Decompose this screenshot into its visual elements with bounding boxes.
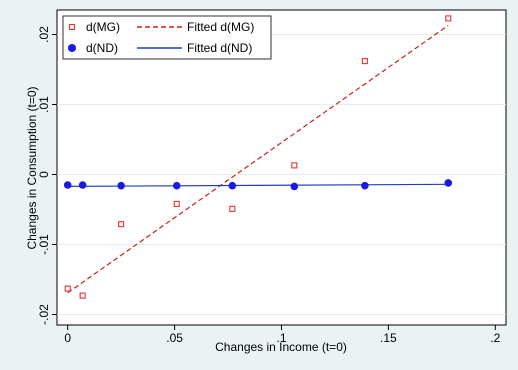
x-tick-label: .15: [380, 331, 397, 345]
y-tick-label: .01: [37, 96, 51, 113]
legend-label-fitted-mg: Fitted d(MG): [187, 20, 254, 34]
x-axis-title: Changes in Income (t=0): [215, 340, 347, 354]
y-axis-title: Changes in Consumption (t=0): [25, 86, 39, 249]
point-nd: [117, 181, 125, 190]
point-nd: [444, 179, 453, 187]
y-tick-label: 0: [37, 171, 51, 178]
legend-label-mg: d(MG): [86, 20, 120, 34]
point-mg: [361, 58, 368, 65]
point-nd: [228, 181, 237, 190]
point-mg: [118, 221, 125, 228]
y-tick-label: -.01: [37, 234, 51, 255]
plot-area: [56, 9, 507, 326]
point-nd: [63, 181, 72, 189]
x-tick-label: .2: [490, 331, 500, 345]
point-nd: [361, 181, 369, 190]
legend-box: [62, 15, 272, 60]
point-nd: [290, 182, 299, 191]
legend: d(MG) Fitted d(MG) d(ND) Fitted d(ND): [62, 15, 272, 60]
series-line-fitted-mg: [67, 24, 449, 294]
point-nd: [78, 181, 87, 189]
x-tick-label: .1: [276, 331, 286, 345]
point-mg: [64, 285, 71, 292]
chart-marks: [63, 15, 453, 299]
x-tick-label: .05: [166, 331, 183, 345]
point-mg: [79, 292, 86, 299]
series-line-fitted-nd: [67, 183, 449, 187]
legend-label-fitted-nd: Fitted d(ND): [187, 41, 252, 55]
point-mg: [173, 200, 180, 207]
y-tick-label: .02: [37, 26, 51, 43]
point-mg: [229, 205, 236, 212]
legend-marker-mg: [68, 23, 76, 31]
y-tick-label: -.02: [37, 304, 51, 325]
x-tick-label: 0: [64, 331, 71, 345]
legend-marker-nd: [68, 44, 76, 52]
legend-label-nd: d(ND): [86, 41, 118, 55]
axis-ticks: -.02 -.01 0 .01 .02 0 .05 .1 .15 .2: [37, 26, 501, 345]
point-mg: [445, 15, 452, 22]
point-mg: [291, 162, 298, 169]
point-nd: [172, 181, 181, 190]
